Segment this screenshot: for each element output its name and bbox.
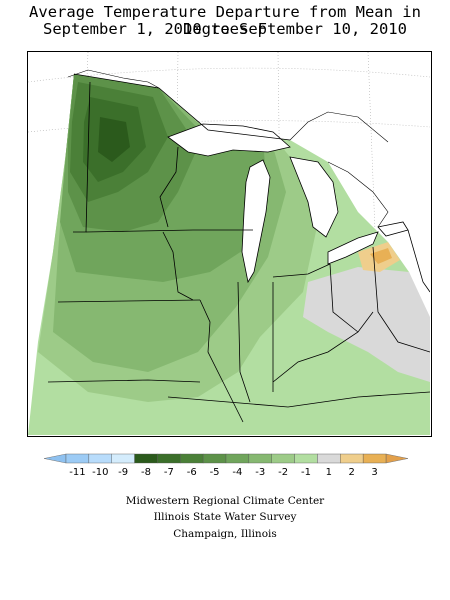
- legend-tick-label: -7: [164, 467, 174, 478]
- legend-tick-label: -10: [92, 467, 108, 478]
- map-panel: [27, 51, 432, 437]
- legend-tick-label: -11: [69, 467, 85, 478]
- legend-tick-label: -3: [255, 467, 265, 478]
- coastlines: [67, 69, 389, 228]
- credit-location: Champaign, Illinois: [173, 528, 277, 540]
- legend-tick-label: -8: [141, 467, 151, 478]
- color-legend: -11 -10 -9 -8 -7 -6 -5 -4 -3 -2 -1 1 2 3: [0, 448, 450, 488]
- legend-swatch: [340, 453, 364, 464]
- legend-tick-label: -5: [210, 467, 220, 478]
- legend-swatch: [225, 453, 250, 464]
- legend-swatch: [317, 453, 341, 464]
- legend-swatch: [65, 453, 90, 464]
- legend-tick-label: -9: [118, 467, 128, 478]
- legend-low-arrow: [43, 453, 67, 464]
- legend-swatch: [111, 453, 135, 464]
- legend-swatch: [180, 453, 204, 464]
- lake-ontario: [377, 221, 409, 237]
- region-plus2-ontario: [370, 248, 392, 264]
- region-minus9: [98, 117, 130, 162]
- legend-swatch: [202, 453, 227, 464]
- legend-swatch: [134, 453, 158, 464]
- lake-superior: [167, 123, 291, 157]
- lake-huron: [289, 156, 339, 238]
- map-date-range: September 1, 2010 to September 10, 2010: [43, 20, 407, 38]
- temperature-departure-map: [28, 52, 430, 435]
- legend-tick-label: -4: [232, 467, 242, 478]
- legend-swatch: [157, 453, 181, 464]
- legend-tick-label: -2: [278, 467, 288, 478]
- legend-swatch: [271, 453, 295, 464]
- legend-tick-label: -1: [301, 467, 311, 478]
- region-minus1-east: [303, 267, 430, 382]
- legend-tick-label: 1: [326, 467, 332, 478]
- great-lakes: [167, 123, 409, 284]
- legend-bar: -11 -10 -9 -8 -7 -6 -5 -4 -3 -2 -1 1 2 3: [43, 453, 409, 478]
- legend-tick-label: -6: [187, 467, 197, 478]
- credit-survey: Illinois State Water Survey: [153, 511, 297, 523]
- legend-tick-label: 3: [371, 467, 377, 478]
- lake-michigan: [241, 159, 271, 284]
- legend-swatch: [294, 453, 318, 464]
- legend-swatch: [88, 453, 112, 464]
- legend-swatch: [362, 453, 387, 464]
- lake-erie: [327, 231, 379, 265]
- legend-high-arrow: [385, 453, 409, 464]
- credit-organization: Midwestern Regional Climate Center: [125, 495, 325, 507]
- state-boundaries: [47, 73, 430, 423]
- legend-tick-label: 2: [349, 467, 355, 478]
- legend-swatch: [248, 453, 272, 464]
- map-title: Average Temperature Departure from Mean …: [29, 3, 421, 38]
